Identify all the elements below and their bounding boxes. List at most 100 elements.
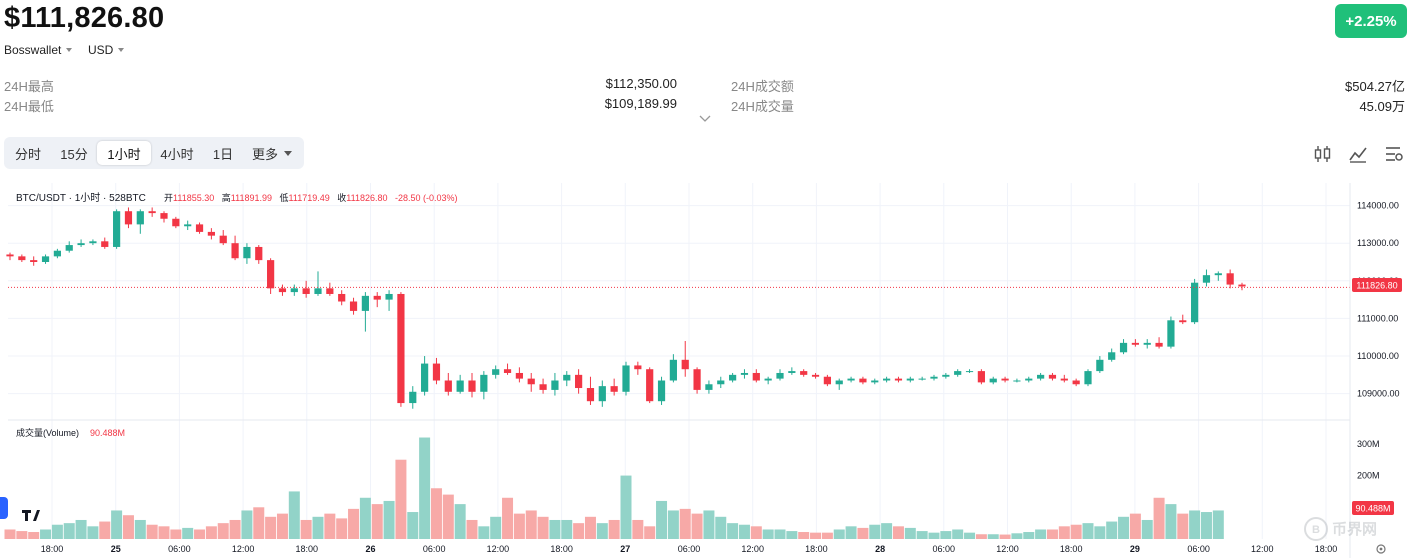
volume-bar xyxy=(383,500,395,539)
side-panel-toggle[interactable] xyxy=(0,497,8,519)
candle xyxy=(385,290,393,311)
low-24h-value: $109,189.99 xyxy=(604,96,677,111)
volume-bar xyxy=(964,532,976,539)
candle-body xyxy=(77,243,85,246)
volume-bar xyxy=(359,497,371,539)
volume-bar xyxy=(122,515,134,539)
candle-body xyxy=(255,246,263,261)
tab-1d[interactable]: 1日 xyxy=(212,146,234,162)
volume-bar xyxy=(952,529,964,539)
ohlc-high: 111891.99 xyxy=(231,193,272,203)
volume-bar xyxy=(845,526,857,539)
tab-more-label: 更多 xyxy=(251,146,278,162)
candle xyxy=(800,369,808,377)
volume-bar xyxy=(300,519,312,539)
volume-last-tag-text: 90.488M xyxy=(1355,504,1390,514)
candle xyxy=(527,372,535,392)
volume-bar xyxy=(75,519,87,539)
ohlc-open: 111855.30 xyxy=(173,193,214,203)
candle xyxy=(503,363,512,375)
currency-label: USD xyxy=(88,43,114,57)
price-tick-label: 110000.00 xyxy=(1357,351,1399,361)
tradingview-logo-icon[interactable] xyxy=(18,507,46,525)
candle-body xyxy=(456,380,464,392)
chevron-down-icon xyxy=(66,48,73,52)
gear-icon[interactable] xyxy=(1376,544,1386,554)
expand-chevron-icon[interactable] xyxy=(699,113,711,125)
candle xyxy=(575,369,583,394)
candle-body xyxy=(1143,342,1151,345)
volume-bar xyxy=(324,513,336,539)
candle-body xyxy=(515,372,523,379)
candle-body xyxy=(326,288,334,294)
volume-bar xyxy=(904,527,916,539)
candle-body xyxy=(1226,273,1234,285)
volume-bar xyxy=(632,519,644,539)
price-chart[interactable]: 109000.00110000.00111000.00112000.001130… xyxy=(0,183,1415,558)
candle-body xyxy=(598,386,606,402)
candlestick-icon[interactable] xyxy=(1313,144,1333,164)
settings-icon[interactable] xyxy=(1384,144,1404,164)
candle xyxy=(847,376,855,383)
low-24h-label: 24H最低 xyxy=(4,99,54,114)
time-tick-label: 27 xyxy=(620,544,630,554)
tab-more[interactable]: 更多 xyxy=(246,141,298,165)
time-tick-label: 25 xyxy=(111,544,121,554)
candle-body xyxy=(302,288,310,294)
tab-4h[interactable]: 4小时 xyxy=(160,146,194,162)
candle-body xyxy=(136,211,144,225)
candle-body xyxy=(657,380,666,402)
volume-bar xyxy=(573,523,585,539)
tab-15m[interactable]: 15分 xyxy=(60,146,88,162)
volume-tick-label: 200M xyxy=(1357,471,1380,481)
candle-body xyxy=(1096,359,1104,372)
ohlc-close: 111826.80 xyxy=(346,193,387,203)
amount-24h-value: $504.27亿 xyxy=(1345,79,1405,94)
volume-bar xyxy=(691,513,703,539)
tab-1h[interactable]: 1小时 xyxy=(97,141,151,165)
candle-body xyxy=(563,374,571,381)
volume-bar xyxy=(620,475,632,539)
volume-bar xyxy=(857,527,869,539)
candle-body xyxy=(918,378,926,380)
candle xyxy=(255,245,263,264)
exchange-select[interactable]: Bosswallet xyxy=(4,43,73,57)
volume-bar xyxy=(276,513,288,539)
candle xyxy=(811,372,820,379)
candle-body xyxy=(89,241,97,244)
candle xyxy=(622,361,630,396)
candle-body xyxy=(906,378,914,381)
candle xyxy=(314,271,322,296)
candle-body xyxy=(148,211,156,214)
candle xyxy=(77,239,85,247)
indicator-icon[interactable] xyxy=(1348,144,1368,164)
candle-body xyxy=(278,288,287,293)
candle-body xyxy=(646,369,654,402)
candle xyxy=(740,369,749,379)
candle xyxy=(195,222,204,234)
candle-body xyxy=(1108,352,1116,360)
ohlc-low-label: 低 xyxy=(280,192,289,203)
volume-bar xyxy=(892,526,904,539)
ohlc-close-label: 收 xyxy=(337,192,346,203)
candle xyxy=(124,207,133,229)
candle xyxy=(290,284,298,296)
candle-body xyxy=(468,380,476,392)
volume-legend-label: 成交量(Volume) xyxy=(16,427,79,438)
volume-bar xyxy=(205,526,217,539)
candle-body xyxy=(871,380,879,383)
currency-select[interactable]: USD xyxy=(88,43,125,57)
time-tick-label: 18:00 xyxy=(296,544,319,554)
candle-body xyxy=(977,371,985,383)
candle-body xyxy=(752,372,760,381)
volume-last-tag: 90.488M xyxy=(1352,501,1394,515)
candle-body xyxy=(184,224,192,227)
tab-timeline[interactable]: 分时 xyxy=(14,146,41,162)
volume-bar xyxy=(1118,516,1130,539)
candle-body xyxy=(432,363,441,381)
candle-body xyxy=(954,371,962,375)
volume-bar xyxy=(513,513,525,539)
candle xyxy=(421,356,429,396)
candle-body xyxy=(705,384,713,390)
volume-bar xyxy=(182,527,194,539)
